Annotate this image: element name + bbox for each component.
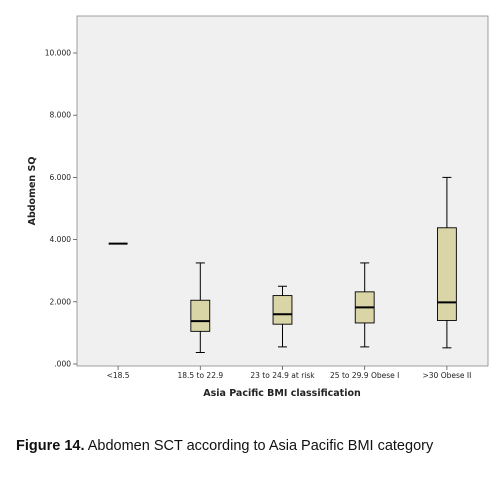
box-group — [190, 262, 211, 353]
caption-label: Figure 14. — [16, 438, 85, 454]
iqr-box — [190, 299, 211, 332]
x-tick-label: 25 to 29.9 Obese I — [330, 371, 399, 380]
y-axis: .000 2.000 4.000 6.000 8.000 10.000 — [45, 49, 77, 369]
iqr-box — [436, 227, 457, 321]
y-tick-label: 8.000 — [50, 111, 72, 120]
figure-caption: Figure 14. Abdomen SCT according to Asia… — [16, 437, 484, 456]
y-tick-label: 6.000 — [50, 173, 72, 182]
box-group — [354, 262, 375, 348]
y-tick-label: .000 — [54, 360, 71, 369]
x-axis: <18.5 18.5 to 22.9 23 to 24.9 at risk 25 to… — [107, 366, 471, 380]
box-plot-chart: .000 2.000 4.000 6.000 8.000 10.000 <18.5 18.5… — [27, 15, 489, 399]
x-tick-label: >30 Obese II — [422, 371, 471, 380]
caption-text: Abdomen SCT according to Asia Pacific BM… — [84, 438, 434, 454]
x-tick-label: 18.5 to 22.9 — [177, 371, 223, 380]
y-axis-label: Abdomen SQ — [27, 157, 38, 226]
y-tick-label: 4.000 — [50, 235, 72, 244]
y-tick-label: 2.000 — [50, 297, 72, 306]
box-group — [436, 176, 457, 349]
x-tick-label: <18.5 — [107, 371, 130, 380]
box-group — [272, 285, 293, 348]
y-tick-label: 10.000 — [45, 49, 71, 58]
x-tick-label: 23 to 24.9 at risk — [250, 371, 315, 380]
x-axis-label: Asia Pacific BMI classification — [203, 388, 361, 399]
iqr-box — [272, 295, 293, 325]
boxes — [108, 176, 457, 353]
